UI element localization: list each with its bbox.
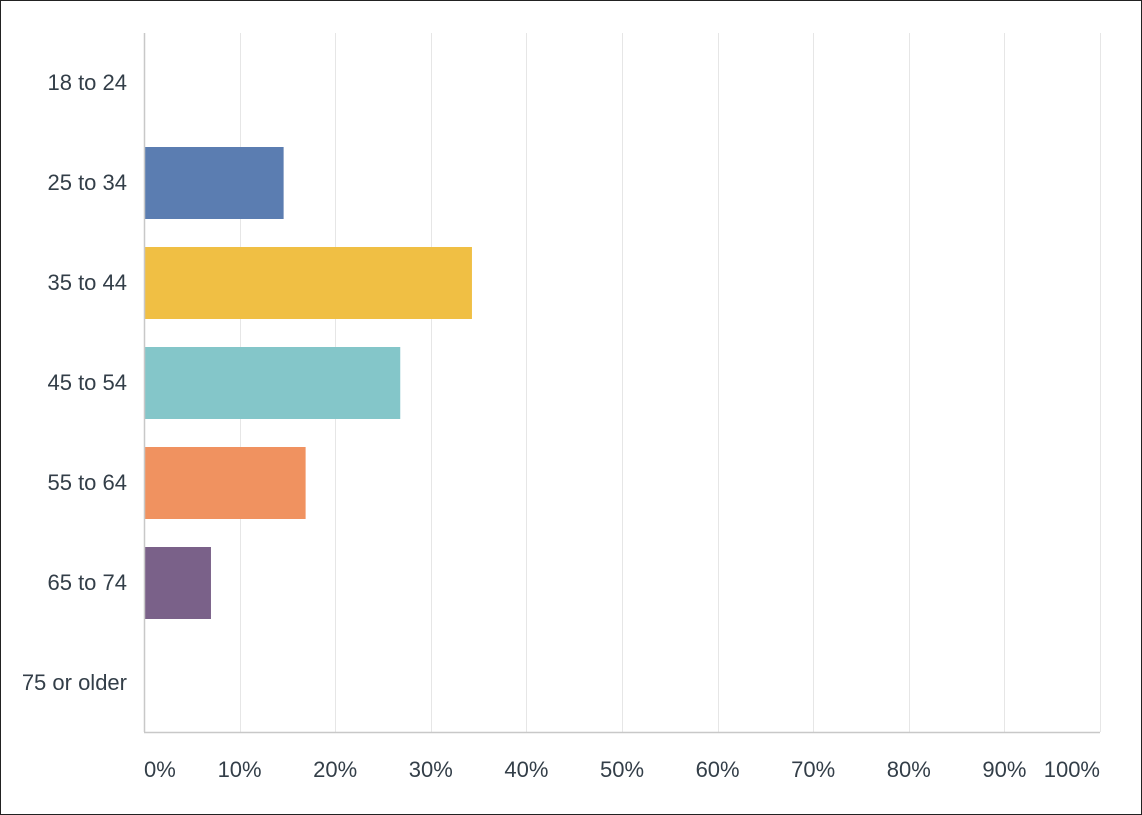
bar-45-to-54 bbox=[145, 347, 401, 419]
bar-55-to-64 bbox=[145, 447, 306, 519]
tick-label-60: 60% bbox=[696, 757, 740, 782]
tick-label-30: 30% bbox=[409, 757, 453, 782]
tick-label-100: 100% bbox=[1044, 757, 1100, 782]
tick-label-10: 10% bbox=[218, 757, 262, 782]
category-label-18-to-24: 18 to 24 bbox=[47, 70, 127, 95]
gridlines bbox=[240, 33, 1101, 732]
category-label-45-to-54: 45 to 54 bbox=[47, 370, 127, 395]
bar-35-to-44 bbox=[145, 247, 472, 319]
tick-label-0: 0% bbox=[144, 757, 176, 782]
tick-labels: 0% 10% 20% 30% 40% 50% 60% 70% 80% 90% 100% bbox=[144, 757, 1100, 782]
category-label-55-to-64: 55 to 64 bbox=[47, 470, 127, 495]
axes bbox=[143, 33, 1100, 734]
category-label-25-to-34: 25 to 34 bbox=[47, 170, 127, 195]
tick-label-40: 40% bbox=[504, 757, 548, 782]
bar-65-to-74 bbox=[145, 547, 211, 619]
tick-label-50: 50% bbox=[600, 757, 644, 782]
category-label-75-or-older: 75 or older bbox=[22, 670, 127, 695]
tick-label-70: 70% bbox=[791, 757, 835, 782]
category-label-35-to-44: 35 to 44 bbox=[47, 270, 127, 295]
bar-25-to-34 bbox=[145, 147, 284, 219]
tick-label-20: 20% bbox=[313, 757, 357, 782]
bars bbox=[145, 147, 472, 619]
category-label-65-to-74: 65 to 74 bbox=[47, 570, 127, 595]
category-labels: 18 to 24 25 to 34 35 to 44 45 to 54 55 to 64… bbox=[22, 70, 127, 695]
tick-label-80: 80% bbox=[887, 757, 931, 782]
tick-label-90: 90% bbox=[982, 757, 1026, 782]
